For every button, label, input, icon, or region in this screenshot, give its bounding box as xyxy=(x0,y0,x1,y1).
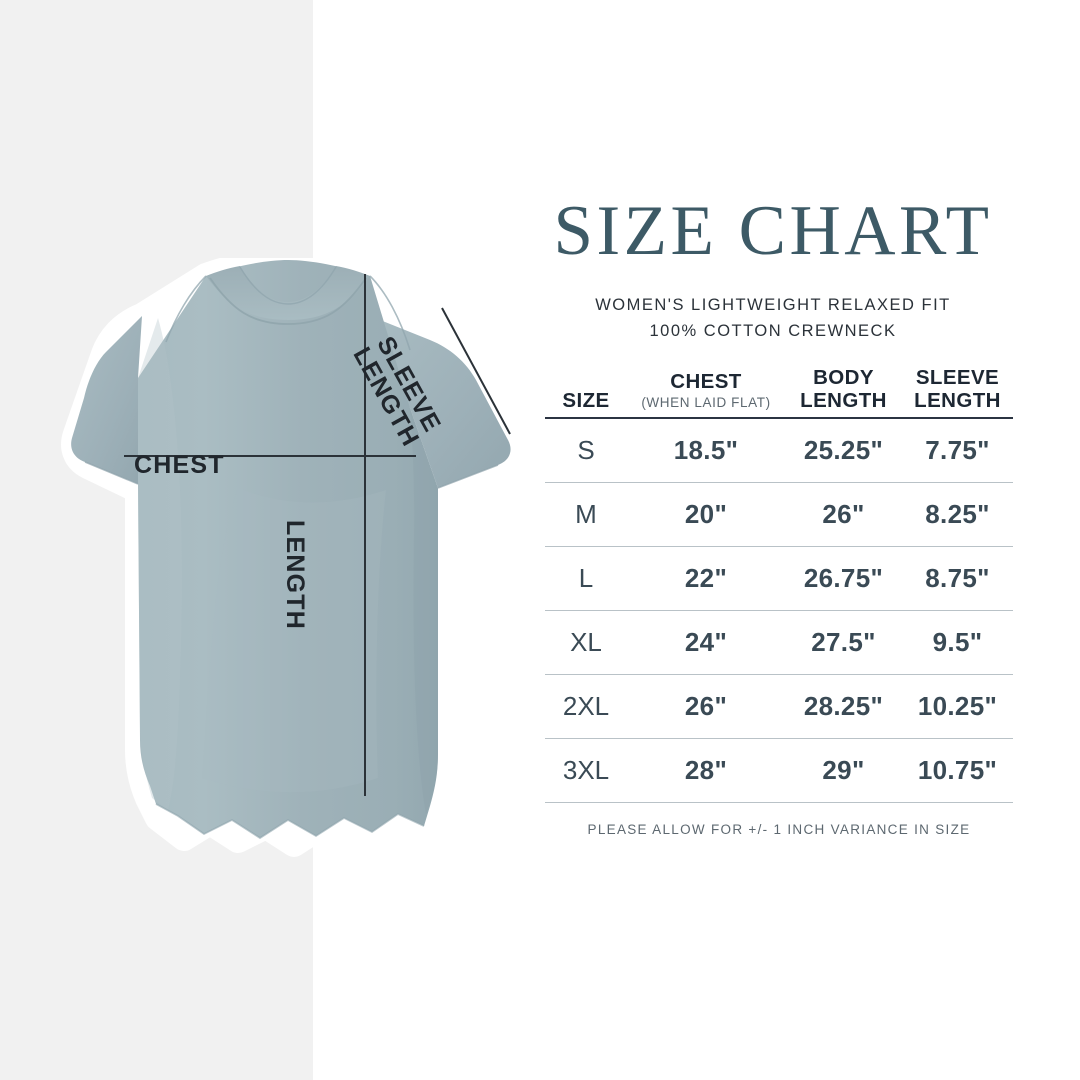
cell-body-length: 25.25" xyxy=(803,435,884,465)
column-header-body-line2: LENGTH xyxy=(800,389,887,412)
bottom-hem-stitch xyxy=(155,803,425,840)
column-header-chest-sub: (WHEN LAID FLAT) xyxy=(641,395,771,410)
right-sleeve xyxy=(370,316,511,488)
page-subtitle: WOMEN'S LIGHTWEIGHT RELAXED FIT 100% COT… xyxy=(513,292,1033,344)
fabric-shadow-right xyxy=(410,408,438,814)
column-header-body-length: BODY LENGTH xyxy=(785,366,902,412)
table-row: M 20" 26" 8.25" xyxy=(545,483,1013,547)
cell-size: S xyxy=(577,435,595,465)
cell-sleeve-length: 10.75" xyxy=(917,755,998,785)
column-header-body-line1: BODY xyxy=(813,366,874,389)
size-chart-table: SIZE CHEST (WHEN LAID FLAT) BODY LENGTH … xyxy=(545,366,1013,803)
table-row: S 18.5" 25.25" 7.75" xyxy=(545,419,1013,483)
cell-sleeve-length: 9.5" xyxy=(932,627,983,657)
table-header-row: SIZE CHEST (WHEN LAID FLAT) BODY LENGTH … xyxy=(545,366,1013,419)
cell-size: M xyxy=(575,499,597,529)
collar-stitch-inner xyxy=(239,266,337,305)
subtitle-line-1: WOMEN'S LIGHTWEIGHT RELAXED FIT xyxy=(595,296,951,314)
cell-sleeve-length: 7.75" xyxy=(925,435,990,465)
cell-size: XL xyxy=(570,627,602,657)
collar-stitch-outer xyxy=(209,277,367,325)
cell-chest: 26" xyxy=(684,691,728,721)
shirt-body xyxy=(138,260,438,838)
cell-sleeve-length: 8.75" xyxy=(925,563,990,593)
length-label: LENGTH xyxy=(281,520,309,630)
cell-body-length: 26" xyxy=(822,499,865,529)
table-row: XL 24" 27.5" 9.5" xyxy=(545,611,1013,675)
right-shoulder-seam xyxy=(369,275,411,351)
table-row: L 22" 26.75" 8.75" xyxy=(545,547,1013,611)
cell-size: 3XL xyxy=(562,755,610,785)
fabric-highlight-center xyxy=(202,488,386,793)
cell-sleeve-length: 10.25" xyxy=(917,691,998,721)
cell-sleeve-length: 8.25" xyxy=(925,499,990,529)
table-row: 2XL 26" 28.25" 10.25" xyxy=(545,675,1013,739)
fabric-highlight-left xyxy=(138,318,182,810)
cell-body-length: 26.75" xyxy=(803,563,884,593)
left-sleeve xyxy=(71,316,142,484)
sleeve-measure-line xyxy=(441,307,511,435)
cell-chest: 20" xyxy=(684,499,728,529)
column-header-sleeve-length: SLEEVE LENGTH xyxy=(902,366,1013,412)
cell-chest: 28" xyxy=(684,755,728,785)
column-header-chest-main: CHEST xyxy=(670,370,742,393)
cell-chest: 18.5" xyxy=(673,435,739,465)
column-header-chest: CHEST (WHEN LAID FLAT) xyxy=(627,370,785,412)
cell-body-length: 28.25" xyxy=(803,691,884,721)
cell-body-length: 29" xyxy=(822,755,865,785)
left-sleeve-hem xyxy=(84,461,139,485)
cell-size: 2XL xyxy=(562,691,610,721)
tshirt-graphic xyxy=(61,258,538,857)
variance-note: PLEASE ALLOW FOR +/- 1 INCH VARIANCE IN … xyxy=(587,822,971,837)
column-header-sleeve-line1: SLEEVE xyxy=(915,366,1000,389)
cell-body-length: 27.5" xyxy=(811,627,876,657)
crewneck-collar xyxy=(206,266,370,320)
chart-panel: SIZE CHART WOMEN'S LIGHTWEIGHT RELAXED F… xyxy=(513,0,1033,1080)
tshirt-illustration: CHEST LENGTH SLEEVE LENGTH xyxy=(38,258,538,858)
chest-label: CHEST xyxy=(134,451,225,479)
column-header-sleeve-line2: LENGTH xyxy=(914,389,1001,412)
table-row: 3XL 28" 29" 10.75" xyxy=(545,739,1013,803)
column-header-size: SIZE xyxy=(562,389,610,412)
cell-chest: 22" xyxy=(684,563,728,593)
cell-size: L xyxy=(578,563,594,593)
right-sleeve-hem xyxy=(437,464,499,489)
page-title: SIZE CHART xyxy=(553,192,993,270)
left-shoulder-seam xyxy=(165,275,207,343)
cell-chest: 24" xyxy=(684,627,728,657)
subtitle-line-2: 100% COTTON CREWNECK xyxy=(649,322,897,340)
